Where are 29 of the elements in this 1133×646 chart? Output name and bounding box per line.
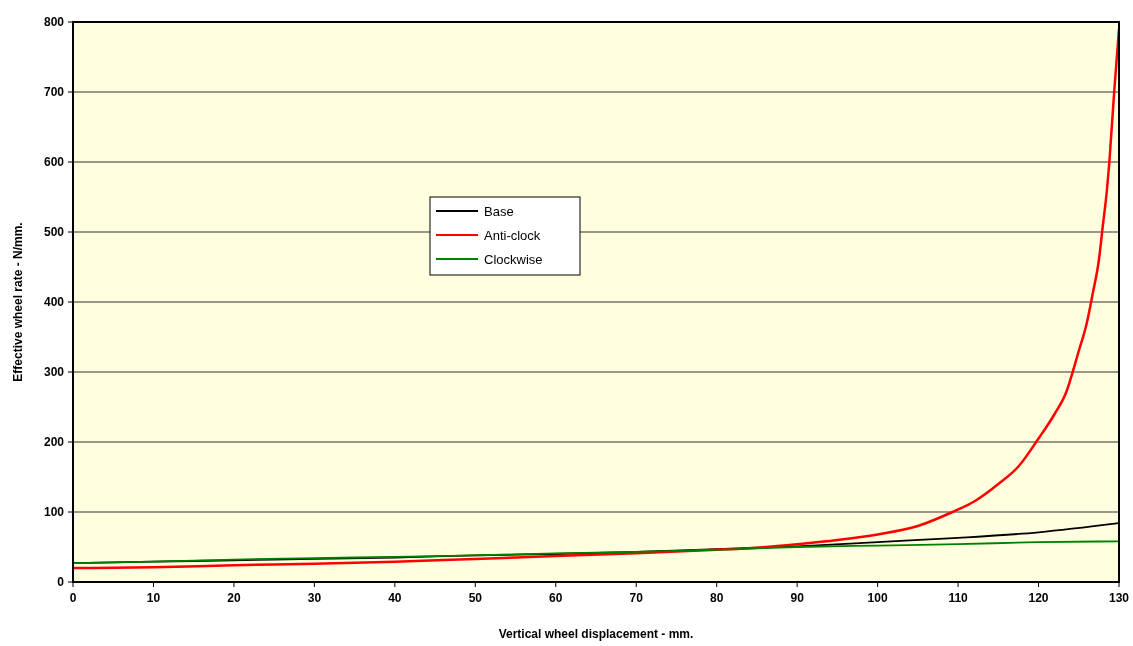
legend-label: Anti-clock bbox=[484, 228, 541, 243]
y-tick-label: 0 bbox=[57, 575, 65, 589]
x-tick-label: 90 bbox=[790, 591, 805, 605]
legend-label: Base bbox=[484, 204, 514, 219]
y-tick-label: 600 bbox=[43, 155, 65, 169]
x-tick-label: 120 bbox=[1028, 591, 1049, 605]
x-tick-label: 30 bbox=[307, 591, 322, 605]
y-tick-label: 200 bbox=[43, 435, 65, 449]
x-tick-label: 40 bbox=[388, 591, 402, 605]
x-tick-label: 100 bbox=[867, 591, 888, 605]
x-tick-label: 80 bbox=[710, 591, 724, 605]
x-tick-label: 60 bbox=[549, 591, 563, 605]
y-tick-label: 700 bbox=[43, 85, 65, 99]
x-tick-label: 0 bbox=[69, 591, 77, 605]
x-tick-label: 20 bbox=[227, 591, 241, 605]
x-tick-label: 130 bbox=[1108, 591, 1130, 605]
x-tick-label: 110 bbox=[948, 591, 969, 605]
y-tick-label: 500 bbox=[43, 225, 65, 239]
x-tick-label: 70 bbox=[629, 591, 644, 605]
y-tick-label: 400 bbox=[43, 295, 65, 309]
y-tick-label: 800 bbox=[43, 15, 65, 29]
line-series bbox=[73, 540, 1119, 564]
x-axis-title: Vertical wheel displacement - mm. bbox=[498, 627, 694, 641]
y-tick-label: 300 bbox=[43, 365, 65, 379]
y-tick-label: 100 bbox=[43, 505, 65, 519]
y-axis-title: Effective wheel rate - N/mm. bbox=[11, 222, 25, 382]
legend-label: Clockwise bbox=[484, 252, 543, 267]
x-tick-label: 50 bbox=[468, 591, 483, 605]
x-tick-label: 10 bbox=[146, 591, 161, 605]
